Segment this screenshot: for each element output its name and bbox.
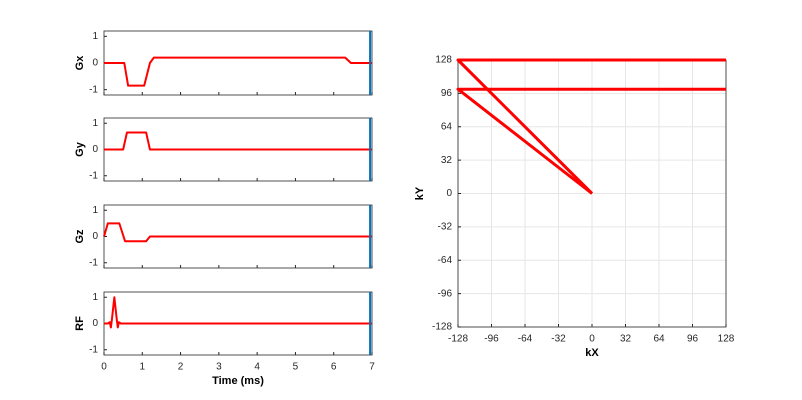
series-line xyxy=(103,222,372,243)
y-tick-label: -96 xyxy=(438,288,453,299)
x-tick-label: 0 xyxy=(589,334,595,345)
x-tick-label: -96 xyxy=(484,334,499,345)
y-tick-label: 0 xyxy=(446,188,452,199)
y-tick-label: -32 xyxy=(438,222,453,233)
y-tick-label: -1 xyxy=(89,344,98,355)
y-tick-label: -1 xyxy=(89,84,98,95)
y-tick-label: -64 xyxy=(438,255,453,266)
series-line xyxy=(104,56,372,87)
plot-area xyxy=(104,31,372,95)
y-axis-label: kY xyxy=(414,186,426,200)
x-tick-label: -64 xyxy=(518,334,533,345)
y-tick-label: 0 xyxy=(92,231,98,242)
y-tick-label: 32 xyxy=(441,155,453,166)
x-tick-label: -32 xyxy=(551,334,566,345)
y-tick-label: 1 xyxy=(92,118,98,129)
y-axis-label: Gx xyxy=(74,55,86,71)
series-line xyxy=(104,296,372,329)
y-tick-label: 128 xyxy=(435,55,452,66)
y-tick-label: -1 xyxy=(89,257,98,268)
y-tick-label: 96 xyxy=(441,88,453,99)
series-line xyxy=(104,131,372,151)
x-tick-label: 5 xyxy=(293,362,299,373)
x-tick-label: 4 xyxy=(254,362,260,373)
y-tick-label: 0 xyxy=(92,318,98,329)
y-axis-label: Gz xyxy=(74,229,86,244)
y-tick-label: 1 xyxy=(92,205,98,216)
x-tick-label: 0 xyxy=(101,362,107,373)
x-tick-label: 1 xyxy=(140,362,146,373)
x-tick-label: 96 xyxy=(687,334,699,345)
y-tick-label: -1 xyxy=(89,170,98,181)
series-line xyxy=(456,87,726,195)
x-tick-label: 7 xyxy=(369,362,375,373)
y-tick-label: 1 xyxy=(92,31,98,42)
x-axis-label: kX xyxy=(585,347,599,359)
y-tick-label: 64 xyxy=(441,121,453,132)
x-tick-label: 2 xyxy=(178,362,184,373)
y-tick-label: 0 xyxy=(92,58,98,69)
x-tick-label: 6 xyxy=(331,362,337,373)
x-axis-label: Time (ms) xyxy=(212,375,264,387)
y-tick-label: -128 xyxy=(432,322,452,333)
x-tick-label: 128 xyxy=(718,334,735,345)
y-axis-label: Gy xyxy=(74,141,86,157)
x-tick-label: 64 xyxy=(653,334,665,345)
x-tick-label: -128 xyxy=(448,334,468,345)
x-tick-label: 32 xyxy=(620,334,632,345)
y-axis-label: RF xyxy=(74,316,86,331)
x-tick-label: 3 xyxy=(216,362,222,373)
y-tick-label: 0 xyxy=(92,144,98,155)
series-line xyxy=(456,58,726,195)
y-tick-label: 1 xyxy=(92,292,98,303)
